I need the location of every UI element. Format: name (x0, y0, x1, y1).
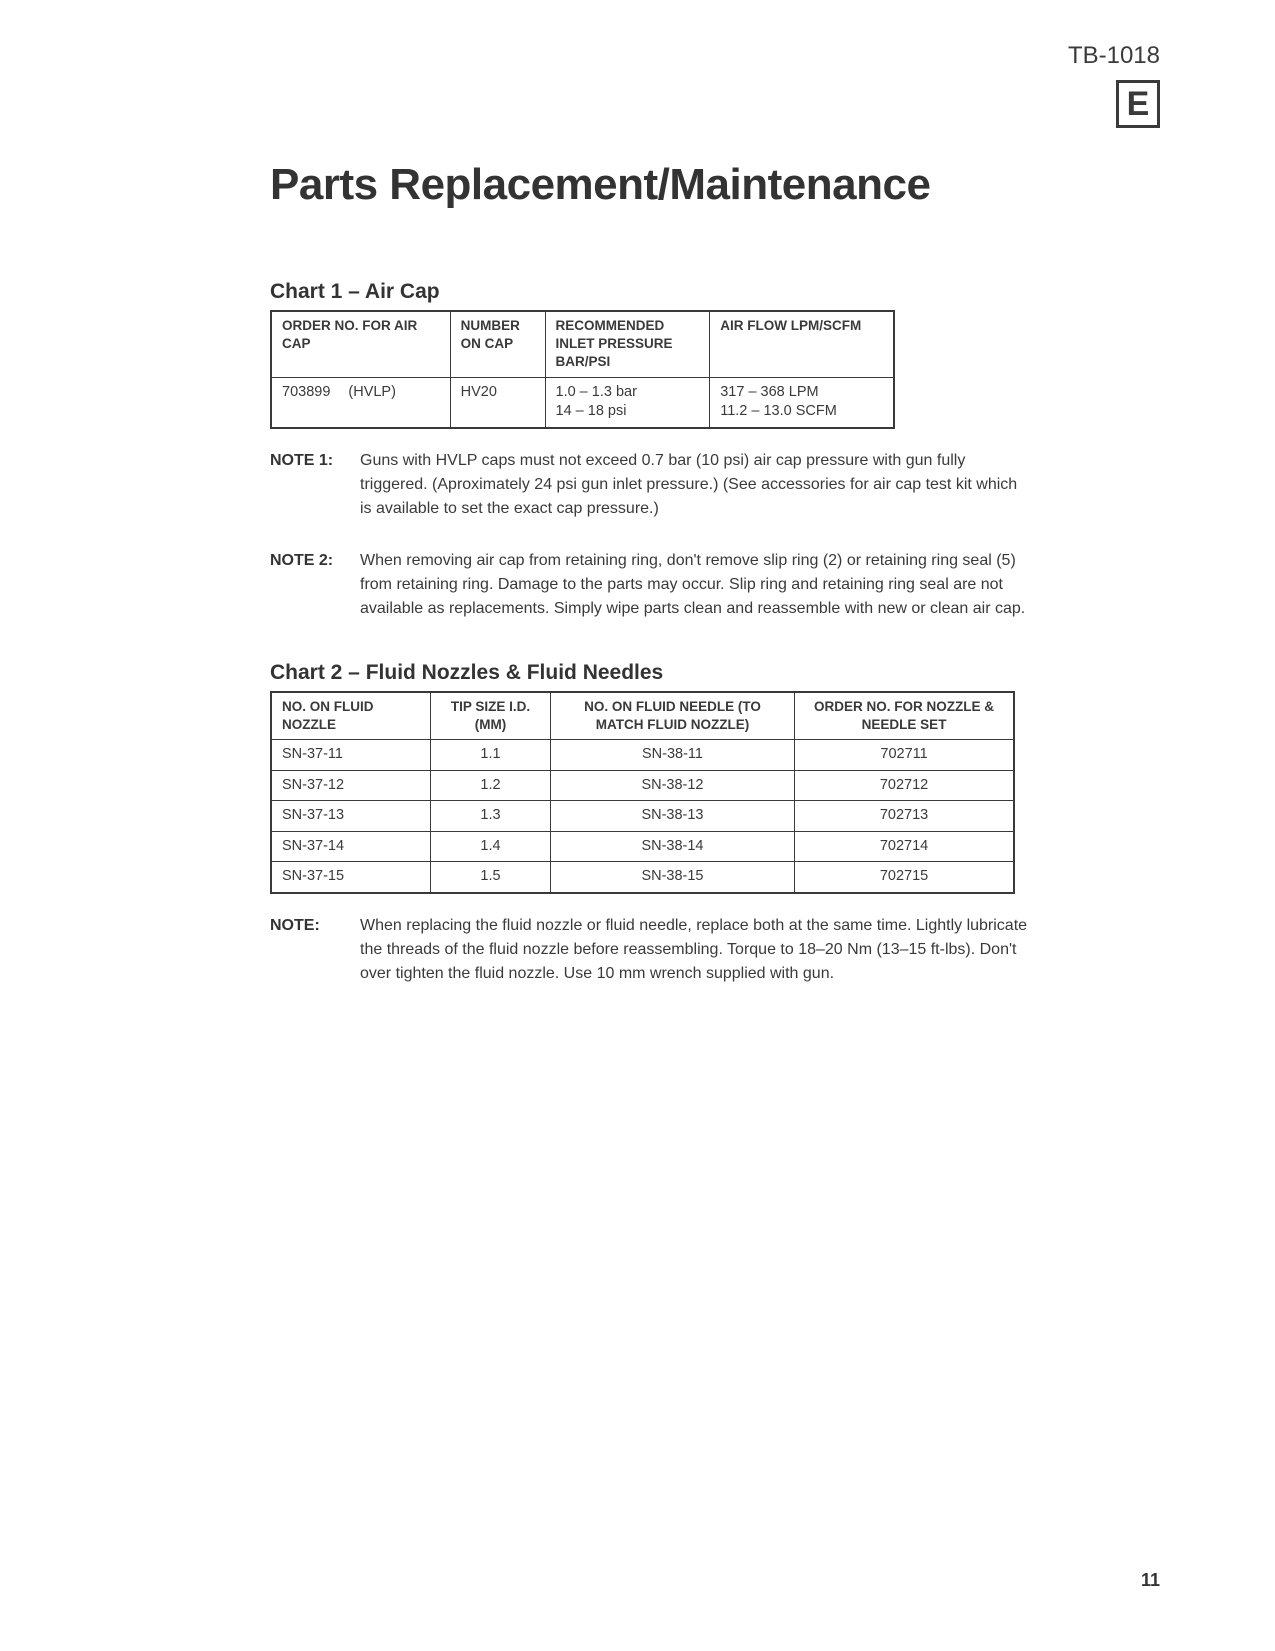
table-cell: 702713 (795, 801, 1014, 832)
airflow-line2: 11.2 – 13.0 SCFM (720, 403, 837, 419)
table-cell: 702715 (795, 862, 1014, 893)
table-row: 703899 (HVLP) HV20 1.0 – 1.3 bar 14 – 18 … (271, 377, 894, 428)
chart2-title: Chart 2 – Fluid Nozzles & Fluid Needles (270, 661, 1030, 685)
chart1-order-cell: 703899 (HVLP) (271, 377, 450, 428)
page-title: Parts Replacement/Maintenance (270, 160, 1165, 210)
table-cell: SN-37-15 (271, 862, 431, 893)
note-2: NOTE 2: When removing air cap from retai… (270, 549, 1030, 621)
table-cell: 1.2 (431, 770, 551, 801)
note-label: NOTE 1: (270, 449, 360, 521)
order-no: 703899 (282, 384, 330, 400)
chart1-title: Chart 1 – Air Cap (270, 280, 1030, 304)
pressure-line1: 1.0 – 1.3 bar (556, 384, 637, 400)
table-cell: SN-37-11 (271, 740, 431, 771)
table-cell: 702714 (795, 831, 1014, 862)
table-row: SN-37-111.1SN-38-11702711 (271, 740, 1014, 771)
table-row: SN-37-121.2SN-38-12702712 (271, 770, 1014, 801)
table-row: SN-37-141.4SN-38-14702714 (271, 831, 1014, 862)
note-label: NOTE: (270, 914, 360, 986)
table-cell: SN-38-11 (550, 740, 794, 771)
table-cell: 702712 (795, 770, 1014, 801)
note-text: When removing air cap from retaining rin… (360, 549, 1030, 621)
note-label: NOTE 2: (270, 549, 360, 621)
chart2-header-tip: TIP SIZE I.D. (MM) (431, 692, 551, 740)
table-cell: 1.4 (431, 831, 551, 862)
content-area: Chart 1 – Air Cap ORDER NO. FOR AIR CAP … (270, 280, 1030, 986)
chart1-number-cell: HV20 (450, 377, 545, 428)
chart1-header-order: ORDER NO. FOR AIR CAP (271, 311, 450, 377)
note-3: NOTE: When replacing the fluid nozzle or… (270, 914, 1030, 986)
chart1-header-number: NUMBER ON CAP (450, 311, 545, 377)
table-cell: SN-38-13 (550, 801, 794, 832)
note-text: When replacing the fluid nozzle or fluid… (360, 914, 1030, 986)
page-number: 11 (1141, 1570, 1160, 1591)
chart1-header-pressure: RECOMMENDED INLET PRESSURE BAR/PSI (545, 311, 710, 377)
table-cell: 1.5 (431, 862, 551, 893)
table-cell: 1.1 (431, 740, 551, 771)
table-cell: 702711 (795, 740, 1014, 771)
table-cell: SN-38-15 (550, 862, 794, 893)
note-text: Guns with HVLP caps must not exceed 0.7 … (360, 449, 1030, 521)
chart2-table: NO. ON FLUID NOZZLE TIP SIZE I.D. (MM) N… (270, 691, 1015, 894)
table-row: SN-37-131.3SN-38-13702713 (271, 801, 1014, 832)
pressure-line2: 14 – 18 psi (556, 403, 627, 419)
edition-badge: E (1116, 80, 1160, 128)
table-cell: SN-37-14 (271, 831, 431, 862)
chart1-table: ORDER NO. FOR AIR CAP NUMBER ON CAP RECO… (270, 310, 895, 429)
document-number: TB-1018 (1068, 42, 1160, 70)
note-1: NOTE 1: Guns with HVLP caps must not exc… (270, 449, 1030, 521)
table-row: SN-37-151.5SN-38-15702715 (271, 862, 1014, 893)
order-type: (HVLP) (348, 384, 396, 400)
table-cell: SN-38-14 (550, 831, 794, 862)
chart1-airflow-cell: 317 – 368 LPM 11.2 – 13.0 SCFM (710, 377, 894, 428)
table-cell: SN-37-13 (271, 801, 431, 832)
table-cell: SN-38-12 (550, 770, 794, 801)
chart1-pressure-cell: 1.0 – 1.3 bar 14 – 18 psi (545, 377, 710, 428)
table-header-row: ORDER NO. FOR AIR CAP NUMBER ON CAP RECO… (271, 311, 894, 377)
airflow-line1: 317 – 368 LPM (720, 384, 818, 400)
chart2-header-needle: NO. ON FLUID NEEDLE (TO MATCH FLUID NOZZ… (550, 692, 794, 740)
chart1-header-airflow: AIR FLOW LPM/SCFM (710, 311, 894, 377)
chart2-header-order: ORDER NO. FOR NOZZLE & NEEDLE SET (795, 692, 1014, 740)
table-cell: SN-37-12 (271, 770, 431, 801)
chart2-header-nozzle: NO. ON FLUID NOZZLE (271, 692, 431, 740)
table-header-row: NO. ON FLUID NOZZLE TIP SIZE I.D. (MM) N… (271, 692, 1014, 740)
table-cell: 1.3 (431, 801, 551, 832)
